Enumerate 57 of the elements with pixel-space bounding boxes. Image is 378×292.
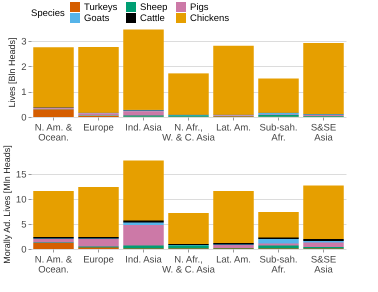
bar [33,47,74,108]
bar [213,245,254,248]
x-tick-label: N. Afr., W. & C. Asia [162,122,216,144]
bar [123,111,164,116]
bar [33,239,74,242]
bar [33,191,74,237]
x-tick-label: N. Am. & Ocean. [34,122,73,144]
legend-label: Pigs [190,2,209,13]
bar [123,160,164,220]
bar [213,46,254,115]
x-tick-label: N. Am. & Ocean. [34,254,73,276]
bar [258,212,299,238]
bar [33,243,74,249]
y-tick-label: 10 [16,194,26,206]
x-tick-label: Sub-sah. Afr. [259,122,298,144]
y-tick-label: 0 [21,112,26,124]
legend-label: Chickens [190,13,230,24]
legend-label: Sheep [140,2,168,13]
bar [33,109,74,117]
y-tick-label: 15 [16,170,26,180]
x-tick-label: S&SE Asia [310,122,336,144]
bar [123,225,164,246]
bar [258,239,299,244]
bar [168,213,209,244]
x-tick-label: Europe [83,122,114,134]
legend-label: Cattle [140,13,165,24]
bar [78,239,119,246]
legend-title: Species [31,8,66,19]
y-axis-title: Morally Ad. Lives [Mln Heads] [2,145,12,264]
bar [123,30,164,110]
bar [303,242,344,247]
bar [168,246,209,248]
legend-label: Turkeys [84,2,118,13]
x-tick-label: Sub-sah. Afr. [259,254,298,276]
bar [258,246,299,248]
y-axis-title: Lives [Bln Heads] [7,37,18,108]
bar [78,187,119,237]
bar [303,186,344,239]
y-tick-label: 2 [21,62,26,73]
x-tick-label: S&SE Asia [310,254,336,276]
x-tick-label: Europe [83,254,114,266]
bar [123,246,164,248]
x-tick-label: N. Afr., W. & C. Asia [162,254,216,276]
bar [213,191,254,243]
y-tick-label: 0 [21,244,26,256]
legend-label: Goats [84,13,110,24]
x-tick-label: Ind. Asia [125,122,162,134]
x-tick-label: Lat. Am. [216,122,251,134]
y-tick-label: 1 [21,87,26,98]
x-tick-label: Ind. Asia [125,254,162,266]
y-tick-label: 3 [21,36,26,48]
y-tick-label: 5 [21,220,26,230]
x-tick-label: Lat. Am. [216,254,251,266]
bar [258,78,299,113]
bar [168,73,209,115]
bar [78,47,119,113]
bar [303,42,344,114]
